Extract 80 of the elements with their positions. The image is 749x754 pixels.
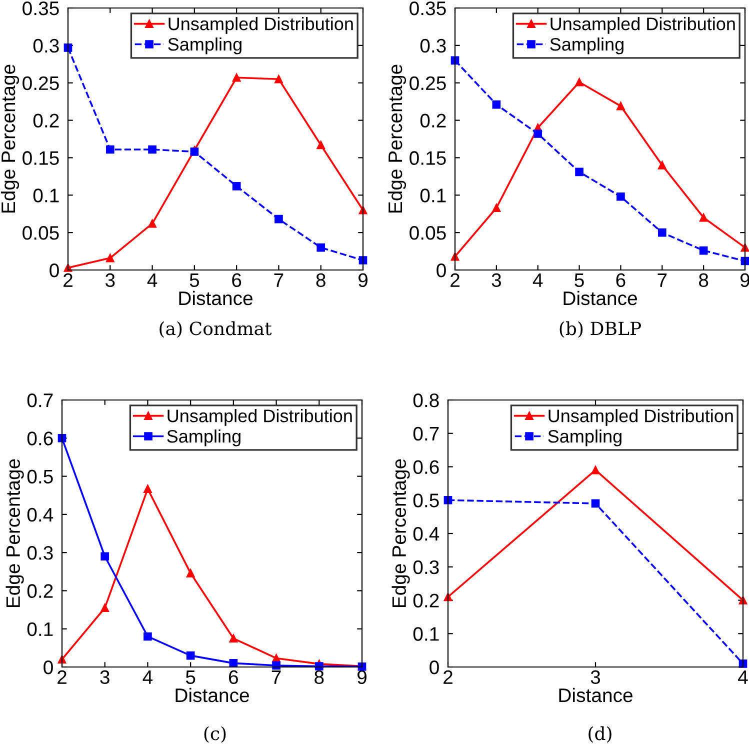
y-tick-label: 0.2 xyxy=(27,584,53,598)
x-tick-label: 4 xyxy=(142,670,153,684)
y-tick-label: 0 xyxy=(44,660,53,674)
y-tick-label: 0 xyxy=(436,263,446,278)
x-tick-label: 4 xyxy=(147,273,158,287)
y-tick-label: 0.4 xyxy=(413,526,440,541)
y-tick-label: 0.2 xyxy=(33,114,59,128)
y-tick-label: 0.2 xyxy=(420,114,446,128)
y-tick-label: 0.5 xyxy=(413,494,439,508)
y-axis-title: Edge Percentage xyxy=(392,459,410,608)
x-tick-label: 2 xyxy=(64,273,72,287)
text: (b) DBLP xyxy=(560,321,641,338)
y-tick-label: 0.1 xyxy=(33,188,59,202)
text: (a) Condmat xyxy=(160,321,272,338)
y-tick-label: 0.8 xyxy=(413,393,439,408)
y-tick-label: 0.35 xyxy=(410,1,446,16)
y-tick-label: 0.3 xyxy=(413,560,439,574)
y-tick-label: 0.3 xyxy=(33,38,59,53)
x-tick-label: 7 xyxy=(274,273,284,287)
y-axis-title: Edge Percentage xyxy=(6,459,24,608)
x-tick-label: 6 xyxy=(229,670,238,684)
y-tick-label: 0.3 xyxy=(420,38,446,53)
x-tick-label: 9 xyxy=(358,670,366,684)
x-axis-title: Distance xyxy=(564,290,637,306)
x-axis-title: Distance xyxy=(559,688,632,702)
y-tick-label: 0.15 xyxy=(22,151,59,165)
legend-label: Sampling xyxy=(550,37,624,54)
y-tick-label: 0.05 xyxy=(410,226,446,240)
legend-label: Unsampled Distribution xyxy=(168,17,353,34)
x-tick-label: 9 xyxy=(740,273,749,288)
y-tick-label: 0.25 xyxy=(22,76,59,90)
x-tick-label: 6 xyxy=(232,273,242,288)
legend-label: Unsampled Distribution xyxy=(548,409,733,426)
x-tick-label: 2 xyxy=(444,670,452,684)
y-tick-label: 0.1 xyxy=(413,627,439,641)
y-tick-label: 0.15 xyxy=(410,151,446,165)
y-tick-label: 0 xyxy=(430,660,439,674)
x-tick-label: 2 xyxy=(450,273,460,287)
y-tick-label: 0.7 xyxy=(27,393,53,408)
y-tick-label: 0.2 xyxy=(413,594,439,608)
y-tick-label: 0.3 xyxy=(27,546,53,560)
x-tick-label: 5 xyxy=(186,670,196,684)
legend-label: Sampling xyxy=(167,429,240,446)
y-tick-label: 0.35 xyxy=(22,1,59,16)
x-tick-label: 3 xyxy=(105,273,115,288)
legend-label: Unsampled Distribution xyxy=(550,17,735,34)
x-tick-label: 6 xyxy=(616,273,626,288)
x-tick-label: 8 xyxy=(699,273,708,288)
x-tick-label: 2 xyxy=(58,670,66,684)
x-tick-label: 3 xyxy=(100,670,110,684)
x-tick-label: 7 xyxy=(658,273,667,287)
x-tick-label: 4 xyxy=(532,273,543,287)
x-tick-label: 3 xyxy=(590,670,600,684)
legend-label: Sampling xyxy=(168,37,242,54)
y-tick-label: 0.7 xyxy=(413,426,439,441)
y-tick-label: 0.4 xyxy=(27,508,54,522)
x-tick-label: 7 xyxy=(272,670,281,684)
y-axis-title: Edge Percentage xyxy=(0,64,20,213)
y-tick-label: 0.6 xyxy=(413,460,439,474)
x-tick-label: 4 xyxy=(738,670,748,684)
x-tick-label: 5 xyxy=(190,273,200,288)
text: (d) xyxy=(588,726,612,743)
text: (c) xyxy=(204,726,226,743)
y-tick-label: 0.25 xyxy=(410,76,446,90)
y-tick-label: 0.6 xyxy=(27,432,53,446)
y-tick-label: 0.1 xyxy=(420,188,446,202)
x-tick-label: 9 xyxy=(358,273,368,288)
y-tick-label: 0.5 xyxy=(27,470,53,484)
legend-label: Sampling xyxy=(548,429,622,446)
x-tick-label: 8 xyxy=(316,273,326,288)
y-tick-label: 0.1 xyxy=(27,622,53,636)
legend-label: Unsampled Distribution xyxy=(168,409,352,426)
x-tick-label: 5 xyxy=(574,273,584,288)
y-tick-label: 0.05 xyxy=(22,226,59,240)
x-tick-label: 8 xyxy=(314,670,324,684)
y-axis-title: Edge Percentage xyxy=(388,64,406,213)
y-tick-label: 0 xyxy=(50,263,59,278)
x-axis-title: Distance xyxy=(176,688,249,702)
x-axis-title: Distance xyxy=(179,290,252,306)
x-tick-label: 3 xyxy=(492,273,501,288)
